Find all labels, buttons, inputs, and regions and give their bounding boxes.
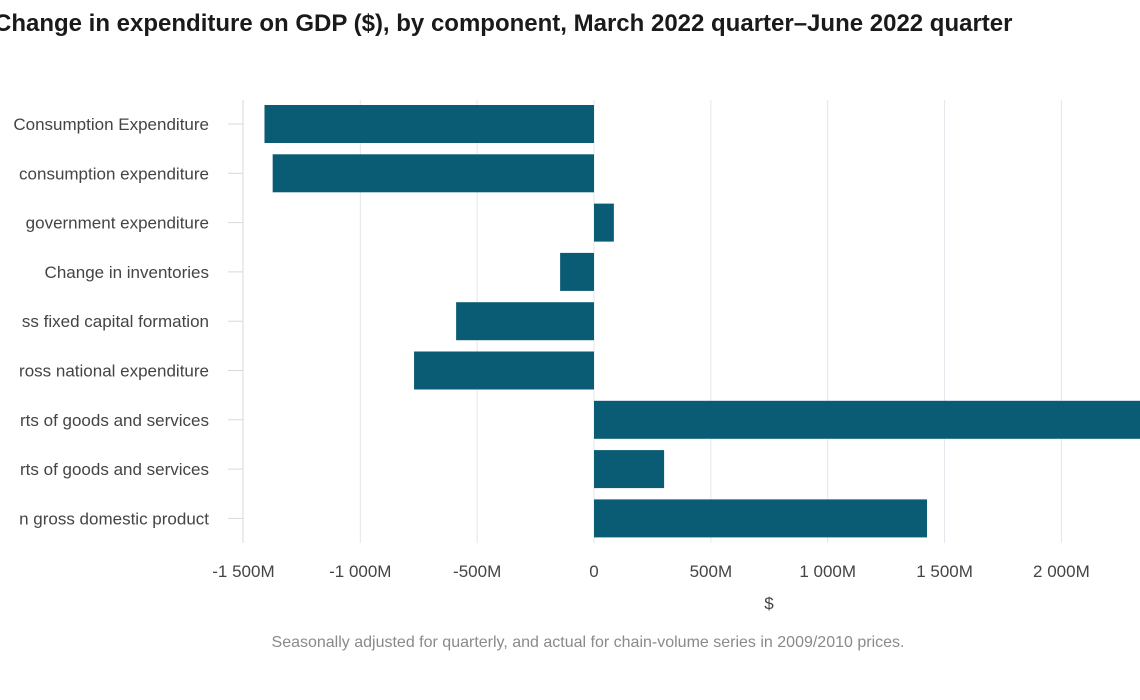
x-tick-label: -1 500M (212, 562, 274, 581)
category-label: ss fixed capital formation (22, 312, 209, 331)
category-label: Change in inventories (45, 263, 209, 282)
bar (594, 203, 614, 242)
bar (264, 105, 594, 143)
x-axis-title: $ (764, 594, 774, 613)
bar (456, 302, 594, 341)
category-label: rts of goods and services (20, 460, 209, 479)
category-label: rts of goods and services (20, 411, 209, 430)
chart-title: Change in expenditure on GDP ($), by com… (0, 10, 1013, 37)
x-tick-label: -1 000M (329, 562, 391, 581)
x-tick-label: 0 (589, 562, 598, 581)
bar (414, 351, 594, 390)
bar (594, 450, 665, 489)
chart-footnote: Seasonally adjusted for quarterly, and a… (271, 634, 905, 651)
category-label: ross national expenditure (19, 362, 209, 381)
category-label: n gross domestic product (19, 509, 209, 528)
category-label: government expenditure (26, 214, 209, 233)
bar (560, 252, 594, 291)
x-tick-label: 1 000M (799, 562, 856, 581)
category-label: Consumption Expenditure (13, 115, 209, 134)
category-label: consumption expenditure (19, 164, 209, 183)
category-labels: Consumption Expenditure consumption expen… (13, 115, 209, 528)
x-tick-label: 500M (690, 562, 733, 581)
bar (594, 400, 1140, 439)
x-tick-label: 2 000M (1033, 562, 1090, 581)
bar (594, 499, 928, 538)
x-tick-label: -500M (453, 562, 501, 581)
bars (264, 105, 1140, 538)
x-tick-labels: -1 500M -1 000M -500M 0 500M 1 000M 1 500M 2 00… (212, 562, 1089, 581)
x-tick-label: 1 500M (916, 562, 973, 581)
y-axis (228, 100, 244, 543)
bar (272, 154, 594, 193)
